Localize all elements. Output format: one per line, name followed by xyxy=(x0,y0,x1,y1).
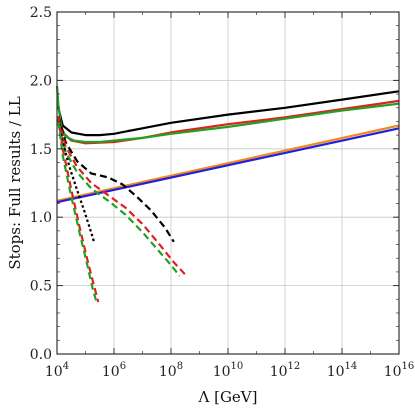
y-tick-label: 1.0 xyxy=(30,210,52,226)
series-line-4 xyxy=(56,124,400,202)
y-tick-label: 0.0 xyxy=(30,347,52,363)
series-line-7 xyxy=(57,118,187,276)
series-line-6 xyxy=(57,115,175,243)
x-tick-label: 108 xyxy=(159,361,183,380)
x-tick-label: 1012 xyxy=(270,361,301,380)
y-tick-labels: 0.0 0.5 1.0 1.5 2.0 2.5 xyxy=(30,5,52,363)
x-tick-label: 1014 xyxy=(327,361,358,380)
axis-ticks xyxy=(56,11,400,355)
series-line-5 xyxy=(56,127,400,204)
y-tick-label: 0.5 xyxy=(30,279,52,295)
y-axis-label: Stops: Full results / LL xyxy=(6,96,24,269)
x-tick-label: 1010 xyxy=(213,361,244,380)
x-tick-labels: 104 106 108 1010 1012 1014 1016 xyxy=(45,361,414,380)
x-tick-label: 106 xyxy=(102,361,126,380)
grid-lines xyxy=(57,12,399,354)
y-tick-label: 1.5 xyxy=(30,142,52,158)
series-line-1 xyxy=(57,90,400,137)
series-line-8 xyxy=(57,123,181,277)
series-line-11 xyxy=(57,121,98,304)
x-tick-label: 104 xyxy=(45,361,69,380)
y-tick-label: 2.0 xyxy=(30,73,52,89)
x-axis-label: Λ [GeV] xyxy=(198,388,258,406)
y-tick-label: 2.5 xyxy=(30,5,52,21)
data-series xyxy=(55,85,400,304)
x-tick-label: 1016 xyxy=(384,361,415,380)
